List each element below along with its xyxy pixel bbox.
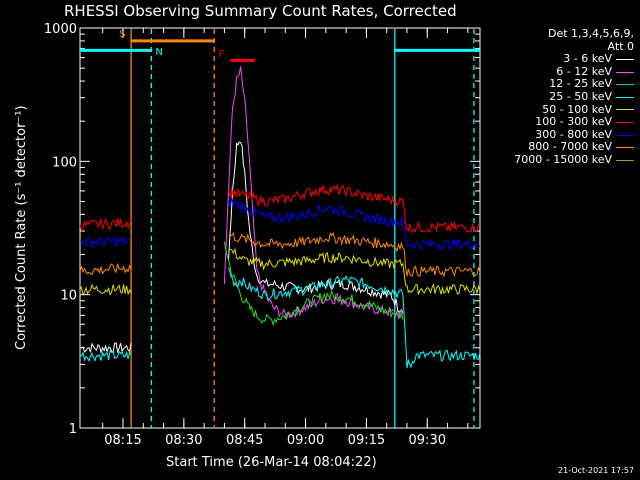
legend-swatch	[616, 71, 634, 73]
legend-label: 50 - 100 keV	[542, 102, 612, 116]
y-tick-label: 100	[52, 155, 77, 170]
legend-entry: 7000 - 15000 keV	[484, 152, 634, 167]
chart-title: RHESSI Observing Summary Count Rates, Co…	[64, 2, 457, 20]
x-tick-label: 09:15	[348, 433, 385, 448]
legend-label: 12 - 25 keV	[549, 77, 612, 91]
legend-entry: 12 - 25 keV	[484, 78, 634, 91]
legend-swatch	[616, 121, 634, 123]
series-line	[79, 342, 132, 355]
legend-swatch	[616, 96, 634, 98]
legend-swatch	[616, 147, 634, 149]
y-tick-label: 1000	[44, 22, 77, 37]
x-tick-label: 09:00	[287, 433, 324, 448]
series-line	[228, 231, 481, 278]
series-line	[228, 141, 404, 314]
legend-entry: 300 - 800 keV	[484, 127, 634, 142]
plot-frame	[79, 27, 481, 429]
x-tick-label: 08:45	[226, 433, 263, 448]
legend-entry: 50 - 100 keV	[484, 102, 634, 117]
legend-entry: 6 - 12 keV	[484, 64, 634, 79]
legend-header-1: Det 1,3,4,5,6,9,	[547, 27, 634, 40]
x-tick-label: 08:15	[104, 433, 141, 448]
x-tick-label: 08:30	[165, 433, 202, 448]
series-line	[228, 267, 481, 369]
series-line	[223, 241, 404, 327]
flag-label: S	[119, 28, 126, 40]
legend-label: 25 - 50 keV	[549, 89, 612, 103]
legend-entry: 3 - 6 keV	[484, 53, 634, 66]
series-line	[79, 283, 132, 296]
series-line	[79, 263, 132, 276]
legend-swatch	[616, 84, 634, 86]
legend-entry: 800 - 7000 keV	[484, 141, 634, 154]
legend-label: 800 - 7000 keV	[528, 140, 612, 154]
legend-entry: 25 - 50 keV	[484, 89, 634, 104]
legend: Det 1,3,4,5,6,9, Att 0 3 - 6 keV 6 - 12 k…	[484, 27, 634, 167]
x-tick-label: 09:30	[409, 433, 446, 448]
timestamp: 21-Oct-2021 17:57	[558, 466, 634, 475]
legend-swatch	[616, 109, 634, 111]
legend-swatch	[616, 159, 634, 161]
series-line	[228, 247, 481, 295]
legend-swatch	[616, 134, 634, 136]
flag-label: F	[218, 48, 225, 60]
series-line	[79, 349, 132, 363]
legend-label: 6 - 12 keV	[556, 64, 612, 78]
series-line	[228, 197, 481, 251]
y-axis-label: Corrected Count Rate (s⁻¹ detector⁻¹)	[14, 105, 29, 350]
y-tick-label: 10	[60, 289, 77, 304]
series-line	[80, 235, 132, 248]
legend-swatch	[616, 58, 634, 60]
legend-label: 3 - 6 keV	[563, 52, 612, 66]
flag-label: N	[155, 47, 163, 59]
legend-label: 300 - 800 keV	[535, 127, 612, 141]
series-line	[228, 183, 481, 234]
series-line	[79, 218, 132, 233]
y-tick-label: 1	[69, 422, 77, 437]
x-axis-label: Start Time (26-Mar-14 08:04:22)	[166, 455, 377, 470]
legend-label: 100 - 300 keV	[535, 115, 612, 129]
legend-entry: 100 - 300 keV	[484, 116, 634, 129]
series-line	[223, 66, 404, 321]
legend-header-2: Att 0	[607, 39, 634, 53]
legend-label: 7000 - 15000 keV	[514, 152, 612, 166]
